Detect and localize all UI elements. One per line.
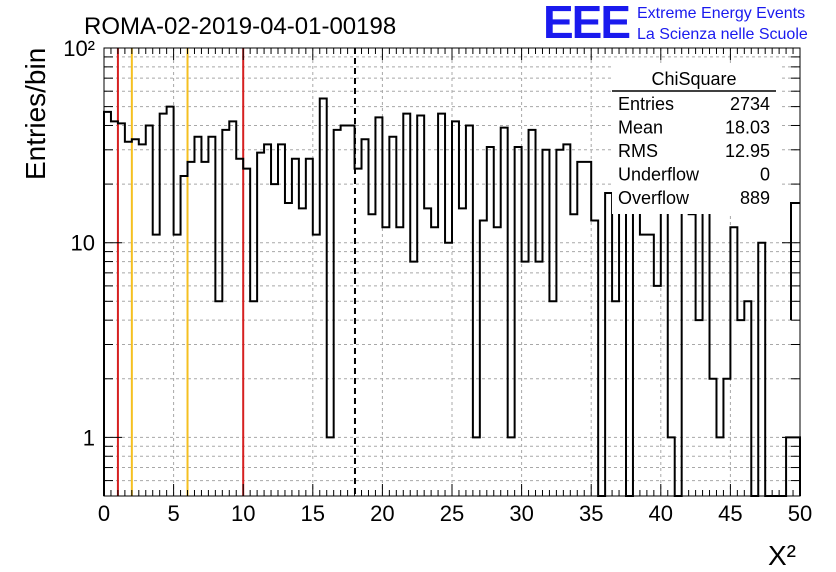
stats-row-label: Entries (618, 94, 674, 114)
x-axis-label: X² (768, 540, 796, 571)
axis-ticks (103, 47, 801, 497)
y-tick-label: 10² (63, 36, 95, 61)
y-axis-label: Entries/bin (20, 48, 51, 180)
x-tick-label: 35 (579, 501, 603, 526)
stats-row-label: RMS (618, 141, 658, 161)
x-tick-label: 30 (509, 501, 533, 526)
x-tick-label: 5 (167, 501, 179, 526)
x-tick-label: 40 (649, 501, 673, 526)
stats-row-label: Mean (618, 118, 663, 138)
x-tick-label: 0 (98, 501, 110, 526)
x-tick-labels: 0 5 10 15 20 25 30 35 40 45 50 (98, 501, 812, 526)
x-tick-label: 15 (301, 501, 325, 526)
logo-line1: Extreme Energy Events (637, 5, 805, 22)
chart-title: ROMA-02-2019-04-01-00198 (84, 13, 396, 40)
stats-row-value: 0 (760, 165, 770, 185)
stats-box-rows: Entries 2734 Mean 18.03 RMS 12.95 Underflow 0 Ov… (618, 94, 770, 208)
x-tick-label: 10 (231, 501, 255, 526)
y-tick-label: 10 (71, 231, 95, 256)
x-tick-label: 20 (370, 501, 394, 526)
overflow-bar (790, 201, 800, 321)
y-tick-labels: 1 10 10² (63, 36, 95, 450)
stats-row-value: 2734 (730, 94, 770, 114)
reference-lines (116, 48, 356, 496)
stats-row-label: Overflow (618, 188, 690, 208)
stats-box: ChiSquare Entries 2734 Mean 18.03 RMS 12.95 Un… (612, 64, 780, 214)
logo-line2: La Scienza nelle Scuole (637, 26, 808, 43)
eee-logo: EEE Extreme Energy Events La Scienza nel… (543, 0, 808, 48)
stats-row-value: 12.95 (725, 141, 770, 161)
x-tick-label: 45 (718, 501, 742, 526)
stats-row-label: Underflow (618, 165, 700, 185)
logo-mark: EEE (543, 0, 629, 48)
stats-box-title: ChiSquare (651, 69, 736, 89)
stats-row-value: 18.03 (725, 118, 770, 138)
stats-box-background (612, 64, 780, 214)
grid-lines (104, 48, 800, 496)
stats-row-value: 889 (740, 188, 770, 208)
y-tick-label: 1 (83, 425, 95, 450)
x-tick-label: 25 (440, 501, 464, 526)
x-tick-label: 50 (788, 501, 812, 526)
